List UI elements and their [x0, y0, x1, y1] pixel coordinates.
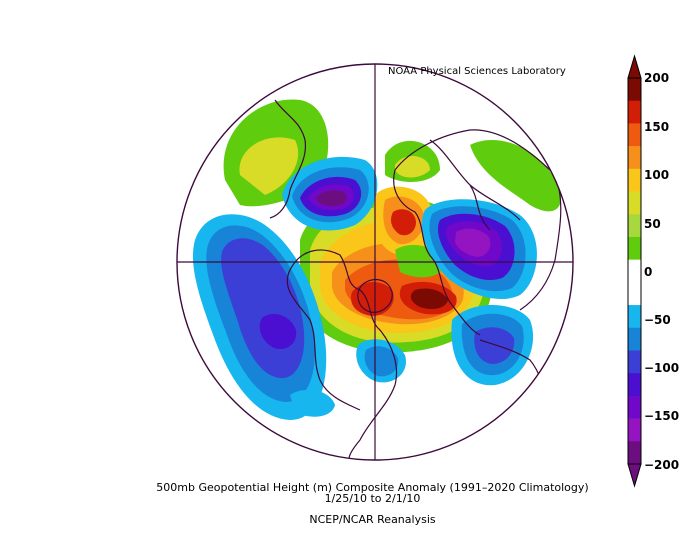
negative-anomaly-siberia-core: [316, 190, 347, 207]
positive-anomaly-greenland-red: [350, 281, 394, 316]
colorbar: [627, 54, 642, 488]
colorbar-swatch: [628, 100, 641, 124]
colorbar-label-100: 100: [644, 168, 670, 182]
colorbar-swatch: [628, 305, 641, 329]
negative-anomaly-subtropical-cyan: [290, 389, 335, 417]
coastline-northeast-asia: [269, 99, 307, 219]
colorbar-swatch: [628, 373, 641, 397]
colorbar-label-neg100: −100: [644, 361, 680, 375]
colorbar-swatch: [628, 236, 641, 260]
coastline-europe-interior: [429, 139, 521, 231]
colorbar-swatch: [628, 327, 641, 351]
colorbar-swatch: [628, 168, 641, 192]
caption-date-range: 1/25/10 to 2/1/10: [324, 492, 421, 505]
caption-dataset: NCEP/NCAR Reanalysis: [309, 513, 436, 526]
negative-anomaly-iberia-core: [474, 327, 515, 364]
positive-anomaly-asia-arc: [470, 140, 562, 212]
colorbar-swatch: [628, 214, 641, 238]
colorbar-swatch: [628, 123, 641, 147]
colorbar-label-150: 150: [644, 120, 670, 134]
colorbar-label-neg50: −50: [644, 313, 671, 327]
caption-title: 500mb Geopotential Height (m) Composite …: [156, 481, 589, 494]
colorbar-swatch: [628, 395, 641, 419]
colorbar-arrow-max: [627, 54, 642, 79]
map-boundary: [176, 63, 574, 461]
positive-anomaly-pacific-yellow: [239, 137, 299, 195]
negative-anomaly-east-us-blue: [364, 346, 399, 377]
positive-anomaly-atlantic-peak: [410, 288, 448, 309]
colorbar-label-50: 50: [644, 217, 661, 231]
colorbar-label-200: 200: [644, 71, 670, 85]
colorbar-swatch: [628, 282, 641, 306]
colorbar-swatch: [628, 350, 641, 374]
coastlines: [269, 99, 562, 460]
coastline-greenland: [357, 278, 393, 313]
colorbar-outline: [627, 77, 642, 465]
colorbar-swatch: [628, 191, 641, 215]
negative-anomaly-pacific-core: [259, 314, 297, 350]
colorbar-swatch: [628, 441, 641, 465]
colorbar-swatch: [628, 146, 641, 170]
colorbar-swatch: [628, 78, 641, 102]
positive-anomaly-barents-red: [391, 209, 416, 236]
negative-anomaly-northern-europe-core: [455, 228, 491, 257]
credit-label: NOAA Physical Sciences Laboratory: [388, 66, 566, 77]
colorbar-label-neg200: −200: [644, 458, 680, 472]
colorbar-label-0: 0: [644, 265, 653, 279]
colorbar-swatch: [628, 418, 641, 442]
coastline-north-america: [286, 249, 398, 460]
positive-anomaly-europe-yellowgreen: [395, 155, 430, 178]
colorbar-swatch: [628, 259, 641, 283]
colorbar-label-neg150: −150: [644, 409, 680, 423]
